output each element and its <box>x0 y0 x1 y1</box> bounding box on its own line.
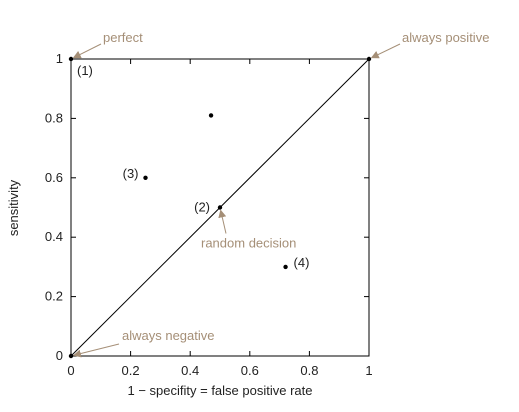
x-tick-label: 0.8 <box>300 363 318 378</box>
data-point <box>68 56 74 62</box>
plot-frame <box>70 58 370 357</box>
x-tick-label: 0.6 <box>241 363 259 378</box>
x-tick-label: 0.4 <box>181 363 199 378</box>
annotation-label: always positive <box>402 30 489 45</box>
y-tick-label: 0.4 <box>45 229 63 244</box>
point-label: (2) <box>194 200 210 215</box>
point-label: (1) <box>77 63 93 78</box>
y-tick-label: 0.8 <box>45 110 63 125</box>
point-label: (4) <box>294 255 310 270</box>
annotation-arrow <box>72 43 102 59</box>
annotations: perfect always positive random decision alw… <box>72 30 489 358</box>
y-tick-label: 0.2 <box>45 289 63 304</box>
y-axis-title: sensitivity <box>6 179 21 236</box>
annotation-label: perfect <box>103 30 143 45</box>
y-tick-label: 1 <box>56 51 63 66</box>
data-points: (1) (2) (3) (4) <box>68 56 372 359</box>
y-axis-ticks: 0 0.2 0.4 0.6 0.8 1 <box>45 51 369 363</box>
data-point <box>143 175 148 180</box>
point-label: (3) <box>123 166 139 181</box>
y-tick-label: 0.6 <box>45 170 63 185</box>
x-tick-label: 0.2 <box>122 363 140 378</box>
x-tick-label: 1 <box>365 363 372 378</box>
annotation-label: random decision <box>201 236 296 251</box>
data-point <box>217 205 223 210</box>
y-tick-label: 0 <box>56 348 63 363</box>
annotation-arrow <box>218 209 227 234</box>
data-point <box>208 113 214 118</box>
annotation-label: always negative <box>122 328 215 343</box>
x-axis-ticks: 0 0.2 0.4 0.6 0.8 1 <box>67 59 373 378</box>
x-tick-label: 0 <box>67 363 74 378</box>
data-point <box>366 56 372 62</box>
x-axis-title: 1 − specifity = false positive rate <box>128 383 313 398</box>
data-point <box>68 353 74 359</box>
annotation-arrow <box>370 43 401 59</box>
data-point <box>283 264 288 270</box>
annotation-arrow <box>72 343 120 358</box>
